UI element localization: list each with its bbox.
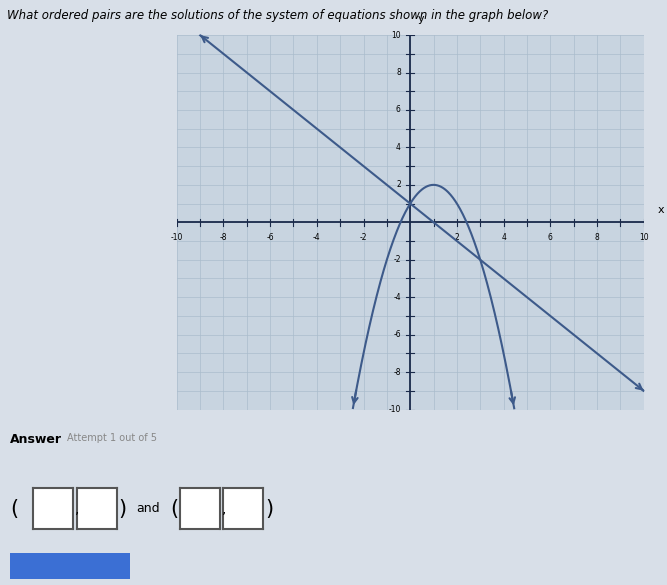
Text: What ordered pairs are the solutions of the system of equations shown in the gra: What ordered pairs are the solutions of … [7, 9, 548, 22]
Text: -8: -8 [394, 367, 401, 377]
Text: -10: -10 [388, 405, 401, 414]
Text: 8: 8 [396, 68, 401, 77]
Text: 10: 10 [392, 30, 401, 40]
Text: ,: , [221, 502, 226, 516]
Text: -10: -10 [171, 233, 183, 242]
Text: -2: -2 [360, 233, 368, 242]
Text: ): ) [119, 499, 127, 519]
Text: 6: 6 [396, 105, 401, 115]
Text: (: ( [10, 499, 18, 519]
Text: 6: 6 [548, 233, 553, 242]
Text: y: y [418, 14, 424, 24]
Text: -6: -6 [394, 330, 401, 339]
Text: 4: 4 [501, 233, 506, 242]
Text: (: ( [170, 499, 178, 519]
Text: 4: 4 [396, 143, 401, 152]
Text: -4: -4 [394, 292, 401, 302]
Text: x: x [658, 205, 664, 215]
Text: 8: 8 [594, 233, 600, 242]
Text: -6: -6 [266, 233, 274, 242]
Text: ,: , [75, 502, 79, 516]
Text: and: and [137, 503, 160, 515]
Text: -2: -2 [394, 255, 401, 264]
Text: ): ) [265, 499, 273, 519]
Text: -4: -4 [313, 233, 321, 242]
Text: 2: 2 [454, 233, 460, 242]
Text: 10: 10 [639, 233, 648, 242]
Text: -8: -8 [219, 233, 227, 242]
Text: Answer: Answer [10, 433, 62, 446]
Text: Attempt 1 out of 5: Attempt 1 out of 5 [67, 433, 157, 443]
Text: 2: 2 [396, 180, 401, 190]
